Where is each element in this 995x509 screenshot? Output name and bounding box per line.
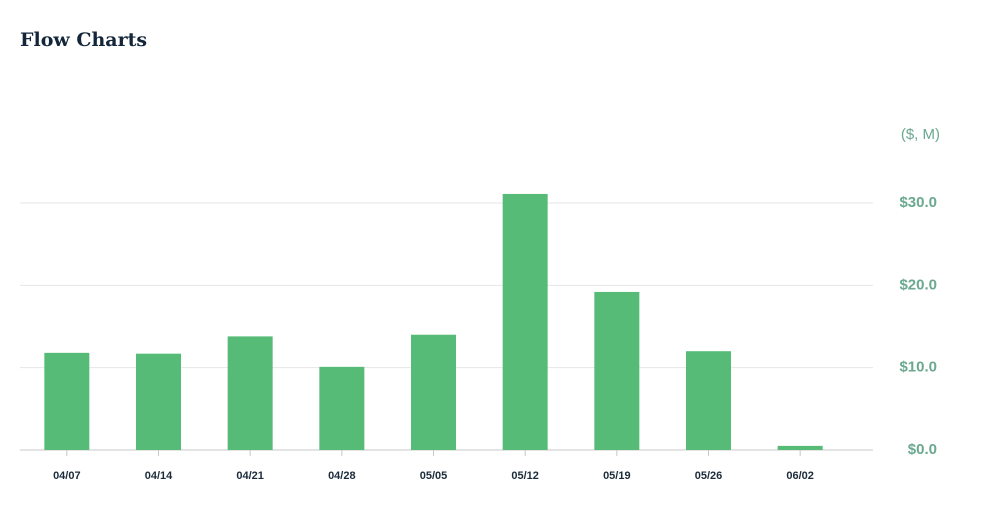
- x-tick-label: 05/12: [511, 470, 539, 482]
- y-tick-label: $0.0: [908, 441, 937, 458]
- y-tick-label: $30.0: [899, 194, 937, 211]
- x-tick-label: 06/02: [786, 470, 814, 482]
- bar: [136, 353, 181, 450]
- bar: [686, 351, 731, 450]
- bar: [594, 291, 640, 450]
- x-tick-label: 04/28: [328, 470, 356, 482]
- bar: [502, 193, 548, 450]
- bar: [319, 366, 365, 450]
- bar: [227, 336, 273, 450]
- y-tick-label: $20.0: [899, 276, 937, 293]
- bar: [411, 334, 456, 450]
- x-tick-label: 05/26: [695, 470, 723, 482]
- chart-title: Flow Charts: [20, 29, 147, 51]
- x-tick-label: 05/19: [603, 470, 631, 482]
- x-tick-label: 04/21: [236, 470, 264, 482]
- y-tick-label: $10.0: [899, 359, 937, 376]
- x-tick-label: 04/14: [145, 470, 173, 482]
- x-tick-label: 05/05: [420, 470, 448, 482]
- bar: [777, 445, 823, 450]
- bar: [44, 352, 90, 450]
- x-tick-label: 04/07: [53, 470, 81, 482]
- y-axis-unit: ($, M): [901, 126, 940, 143]
